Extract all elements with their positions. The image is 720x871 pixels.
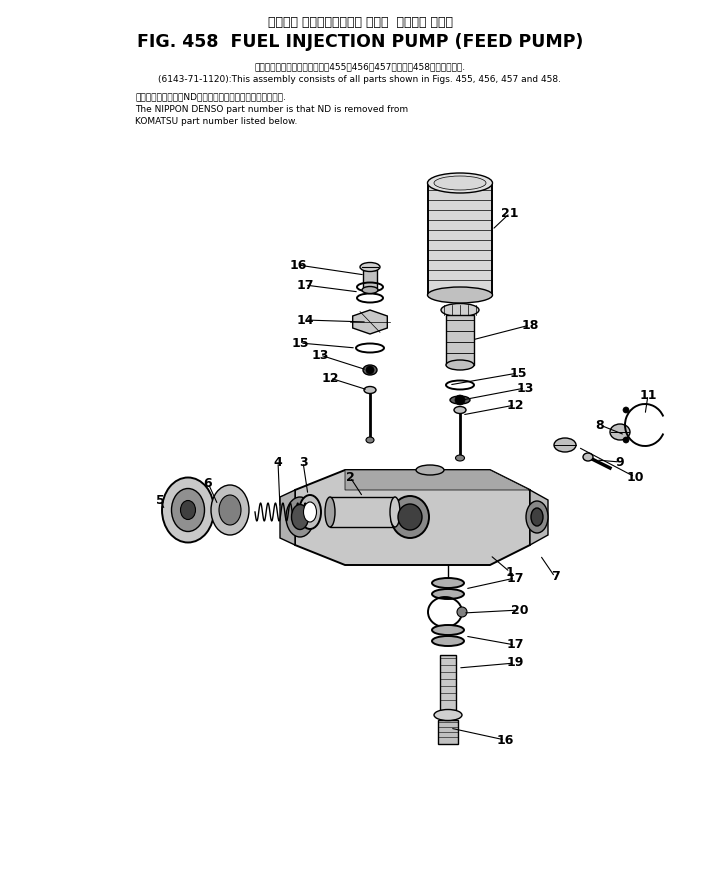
Text: 20: 20: [511, 604, 528, 617]
Ellipse shape: [325, 497, 335, 527]
Bar: [428, 185, 492, 295]
Text: 10: 10: [626, 470, 644, 483]
Text: 17: 17: [296, 279, 314, 292]
Text: 3: 3: [299, 456, 307, 469]
Ellipse shape: [292, 504, 308, 530]
Text: 部品のメーカー番号NDを除いたものが日本電装の部品です.: 部品のメーカー番号NDを除いたものが日本電装の部品です.: [135, 92, 286, 102]
Text: 17: 17: [506, 638, 523, 652]
Text: 16: 16: [289, 259, 307, 272]
Text: 15: 15: [292, 336, 309, 349]
Ellipse shape: [211, 485, 249, 535]
Ellipse shape: [398, 504, 422, 530]
Ellipse shape: [428, 173, 492, 193]
Ellipse shape: [456, 455, 464, 461]
Circle shape: [457, 607, 467, 617]
Text: The NIPPON DENSO part number is that ND is removed from: The NIPPON DENSO part number is that ND …: [135, 105, 408, 113]
Text: 7: 7: [551, 571, 559, 584]
Text: KOMATSU part number listed below.: KOMATSU part number listed below.: [135, 117, 297, 125]
Polygon shape: [530, 490, 548, 545]
Text: 12: 12: [506, 399, 523, 411]
Text: (6143-71-1120):This assembly consists of all parts shown in Figs. 455, 456, 457 : (6143-71-1120):This assembly consists of…: [158, 75, 562, 84]
Text: 6: 6: [204, 476, 212, 490]
Ellipse shape: [428, 287, 492, 303]
Ellipse shape: [219, 495, 241, 525]
Polygon shape: [345, 470, 530, 490]
Ellipse shape: [362, 287, 378, 294]
Bar: [363, 270, 377, 290]
Ellipse shape: [360, 262, 380, 272]
Ellipse shape: [432, 636, 464, 646]
Ellipse shape: [554, 438, 576, 452]
Ellipse shape: [434, 176, 486, 190]
Polygon shape: [353, 310, 387, 334]
Text: 14: 14: [296, 314, 314, 327]
Text: 13: 13: [311, 348, 329, 361]
Ellipse shape: [363, 365, 377, 375]
Bar: [440, 655, 456, 710]
Text: 8: 8: [595, 418, 604, 431]
Ellipse shape: [450, 396, 470, 404]
Ellipse shape: [526, 501, 548, 533]
Text: 16: 16: [496, 733, 513, 746]
Ellipse shape: [390, 497, 400, 527]
Ellipse shape: [432, 625, 464, 635]
Ellipse shape: [441, 303, 479, 316]
Ellipse shape: [434, 710, 462, 720]
Ellipse shape: [299, 495, 321, 529]
Ellipse shape: [181, 501, 196, 519]
Polygon shape: [295, 470, 530, 565]
Ellipse shape: [286, 497, 314, 537]
Ellipse shape: [531, 508, 543, 526]
Bar: [330, 497, 395, 527]
Ellipse shape: [171, 489, 204, 531]
Ellipse shape: [446, 360, 474, 370]
Text: 5: 5: [156, 494, 164, 507]
Ellipse shape: [391, 496, 429, 538]
Bar: [446, 315, 474, 365]
Text: 21: 21: [501, 206, 518, 219]
Ellipse shape: [366, 437, 374, 443]
Ellipse shape: [304, 502, 317, 522]
Text: 2: 2: [346, 470, 354, 483]
Circle shape: [455, 395, 465, 405]
Ellipse shape: [610, 424, 630, 440]
Text: 12: 12: [321, 372, 338, 384]
Polygon shape: [280, 490, 295, 545]
Text: 19: 19: [506, 657, 523, 670]
Circle shape: [623, 437, 629, 443]
Text: 1: 1: [505, 565, 514, 578]
Text: 18: 18: [521, 319, 539, 332]
Ellipse shape: [416, 465, 444, 475]
Bar: [438, 720, 458, 744]
Ellipse shape: [454, 407, 466, 414]
Circle shape: [366, 366, 374, 374]
Text: FIG. 458  FUEL INJECTION PUMP (FEED PUMP): FIG. 458 FUEL INJECTION PUMP (FEED PUMP): [137, 33, 583, 51]
Text: 11: 11: [639, 388, 657, 402]
Ellipse shape: [432, 589, 464, 599]
Text: 15: 15: [509, 367, 527, 380]
Circle shape: [623, 407, 629, 413]
Ellipse shape: [162, 477, 214, 543]
Ellipse shape: [364, 387, 376, 394]
Text: 17: 17: [506, 571, 523, 584]
Text: このアセンブリの構成部品は围455、456、457および围458図を含みます.: このアセンブリの構成部品は围455、456、457および围458図を含みます.: [254, 63, 466, 71]
Text: 9: 9: [616, 456, 624, 469]
Text: フェエル インジェクション ポンプ  フィード ポンプ: フェエル インジェクション ポンプ フィード ポンプ: [268, 16, 452, 29]
Ellipse shape: [583, 453, 593, 461]
Ellipse shape: [432, 578, 464, 588]
Text: 13: 13: [516, 381, 534, 395]
Text: 4: 4: [274, 456, 282, 469]
